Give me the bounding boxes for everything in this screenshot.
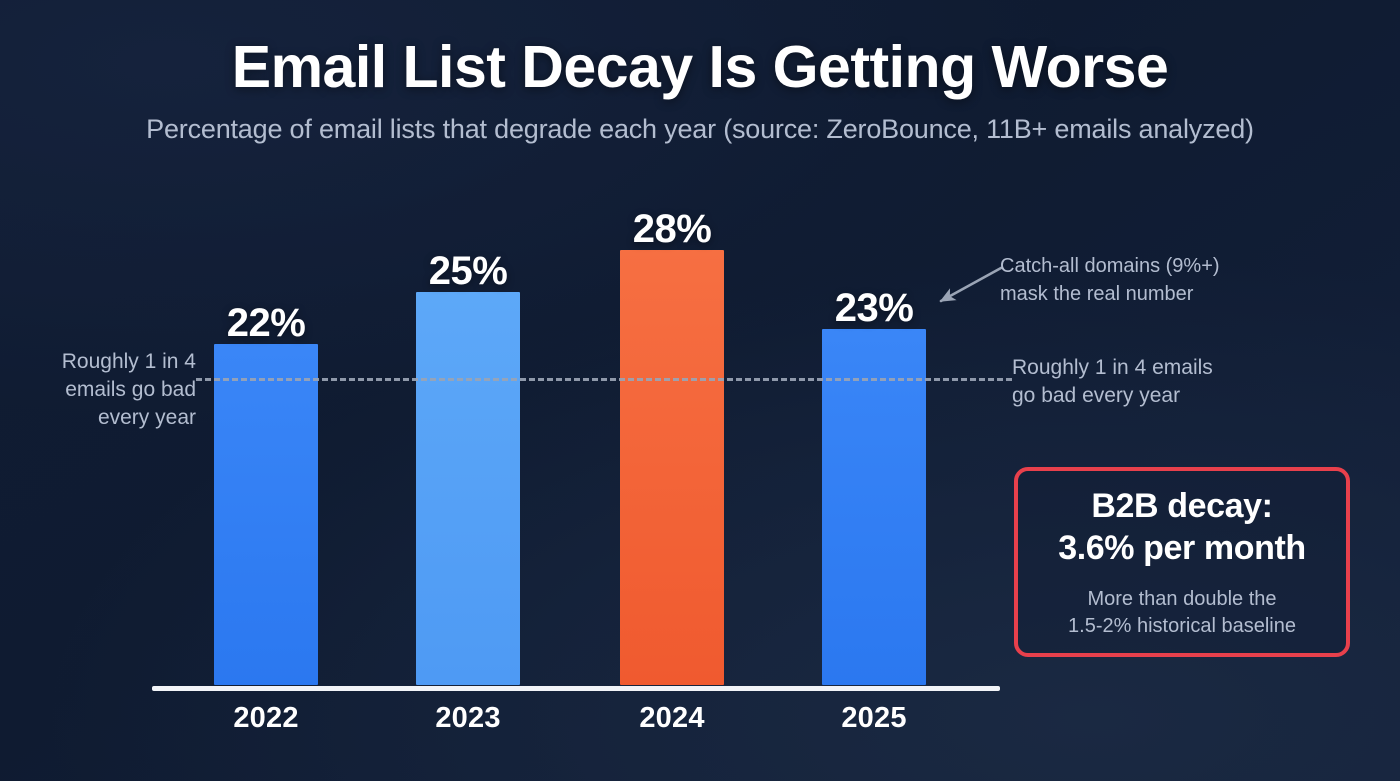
b2b-stat-heading-line2: 3.6% per month	[1058, 529, 1306, 567]
b2b-stat-subtext: More than double the 1.5-2% historical b…	[1068, 586, 1296, 640]
page-subtitle: Percentage of email lists that degrade e…	[146, 114, 1254, 144]
reference-label-left-line1: Roughly 1 in 4	[61, 350, 196, 373]
bar-category-2023: 2023	[435, 702, 501, 734]
arrow-icon	[939, 266, 1003, 303]
b2b-stat-heading-line1: B2B decay:	[1091, 486, 1273, 525]
page-title: Email List Decay Is Getting Worse	[231, 34, 1169, 100]
bar-chart-plot-area: 22% 2022 25% 2023 28% 2024 23% 2025	[152, 180, 1000, 734]
reference-label-left: Roughly 1 in 4 emails go bad every year	[24, 348, 196, 432]
b2b-stat-heading: B2B decay: 3.6% per month	[1058, 485, 1306, 570]
reference-label-right-line1: Roughly 1 in 4 emails	[1012, 356, 1213, 379]
reference-label-right: Roughly 1 in 4 emails go bad every year	[1012, 354, 1312, 410]
b2b-decay-stat-box: B2B decay: 3.6% per month More than doub…	[1014, 467, 1350, 657]
bar-category-2025: 2025	[841, 702, 907, 734]
bar-category-2024: 2024	[639, 702, 705, 734]
reference-line-dashed	[196, 378, 1012, 381]
bar-2025[interactable]	[822, 329, 926, 685]
reference-label-left-line2: emails go bad	[65, 377, 196, 401]
bar-value-2023: 25%	[428, 249, 508, 293]
bar-value-2024: 28%	[632, 207, 712, 251]
reference-label-left-line3: every year	[97, 405, 196, 429]
reference-label-right-line2: go bad every year	[1012, 383, 1181, 407]
x-axis-line	[152, 686, 1000, 691]
bar-category-2022: 2022	[233, 702, 299, 734]
bar-2024[interactable]	[620, 250, 724, 685]
b2b-stat-subtext-line2: 1.5-2% historical baseline	[1068, 614, 1296, 637]
catch-all-callout: Catch-all domains (9%+) mask the real nu…	[1000, 252, 1310, 309]
catch-all-callout-line2: mask the real number	[1000, 283, 1194, 306]
bar-2023[interactable]	[416, 292, 520, 685]
bar-2022[interactable]	[214, 344, 318, 685]
catch-all-callout-line1: Catch-all domains (9%+)	[1000, 255, 1220, 277]
bar-value-2022: 22%	[226, 301, 306, 345]
bar-value-2025: 23%	[834, 286, 914, 330]
b2b-stat-subtext-line1: More than double the	[1087, 587, 1277, 610]
